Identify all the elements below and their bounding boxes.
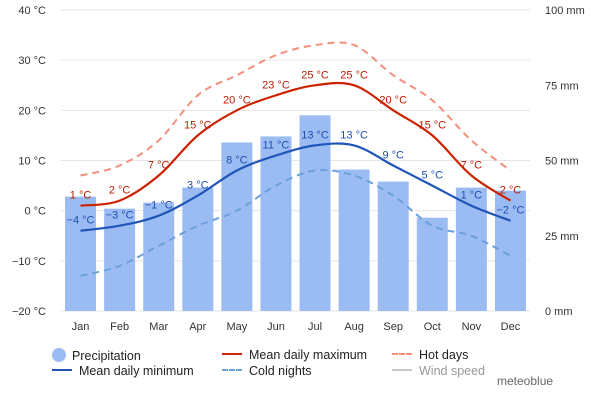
y-tick-label-temperature: 0 °C [24,206,46,218]
y-tick-label-temperature: 10 °C [18,156,46,168]
y-tick-label-precipitation: 50 mm [545,156,579,168]
precipitation-bars [65,115,526,311]
x-tick-label: Oct [424,321,441,333]
precipitation-bar [377,181,409,311]
precipitation-bar [338,169,370,311]
y-tick-label-precipitation: 25 mm [545,231,579,243]
axis-labels: −20 °C −10 °C 0 °C 10 °C 20 °C 30 °C 40 °C 0 mm… [12,5,585,333]
min-data-label: 8 °C [226,155,248,167]
x-tick-label: Dec [501,321,521,333]
series-lines [80,41,512,277]
x-tick-label: Jun [267,321,285,333]
y-tick-label-precipitation: 100 mm [545,5,585,17]
min-data-label: −1 °C [145,200,173,212]
mean-daily-minimum-line [80,142,511,232]
min-data-label: 1 °C [461,190,483,202]
precipitation-bar [494,190,526,311]
min-data-label: 5 °C [422,170,444,182]
min-data-label: 13 °C [340,129,368,141]
y-tick-label-temperature: 40 °C [18,5,46,17]
precipitation-bar [143,202,175,311]
y-tick-label-temperature: −10 °C [12,256,46,268]
max-data-label: 7 °C [148,160,170,172]
min-data-label: 9 °C [382,150,404,162]
min-data-label: 3 °C [187,180,209,192]
min-data-label: 13 °C [301,129,329,141]
x-tick-label: Jan [72,321,90,333]
max-data-label: 23 °C [262,79,290,91]
precipitation-bar [416,217,448,311]
x-tick-label: May [226,321,247,333]
min-data-label: −3 °C [106,210,134,222]
x-tick-label: Aug [344,321,364,333]
max-data-label: 25 °C [301,69,329,81]
data-labels: 1 °C 2 °C 7 °C 15 °C 20 °C 23 °C 25 °C 25 °C 20 … [67,69,525,226]
precipitation-bar [65,196,97,311]
max-data-label: 25 °C [340,69,368,81]
min-data-label: −4 °C [67,215,95,227]
precipitation-bar [182,187,214,311]
max-data-label: 15 °C [184,119,212,131]
precipitation-bar [221,142,253,311]
x-tick-label: Sep [383,321,403,333]
mean-daily-maximum-line [80,81,512,207]
min-data-label: 11 °C [263,139,290,151]
precipitation-bar [455,187,487,311]
x-tick-label: Jul [308,321,322,333]
max-data-label: 2 °C [109,185,131,197]
hot-days-line [80,41,512,177]
y-tick-label-temperature: 30 °C [18,55,46,67]
max-data-label: 7 °C [461,160,483,172]
grid-lines [61,9,530,312]
max-data-label: 2 °C [500,185,522,197]
y-tick-label-temperature: 20 °C [18,105,46,117]
precipitation-bar [260,136,292,311]
max-data-label: 20 °C [223,94,251,106]
y-tick-label-temperature: −20 °C [12,306,46,318]
max-data-label: 15 °C [418,119,446,131]
min-data-label: −2 °C [496,205,524,217]
x-tick-label: Feb [110,321,129,333]
max-data-label: 20 °C [379,94,407,106]
y-tick-label-precipitation: 75 mm [545,80,579,92]
x-tick-label: Apr [189,321,206,333]
max-data-label: 1 °C [70,190,92,202]
y-tick-label-precipitation: 0 mm [545,306,573,318]
x-tick-label: Mar [149,321,168,333]
x-tick-label: Nov [462,321,482,333]
